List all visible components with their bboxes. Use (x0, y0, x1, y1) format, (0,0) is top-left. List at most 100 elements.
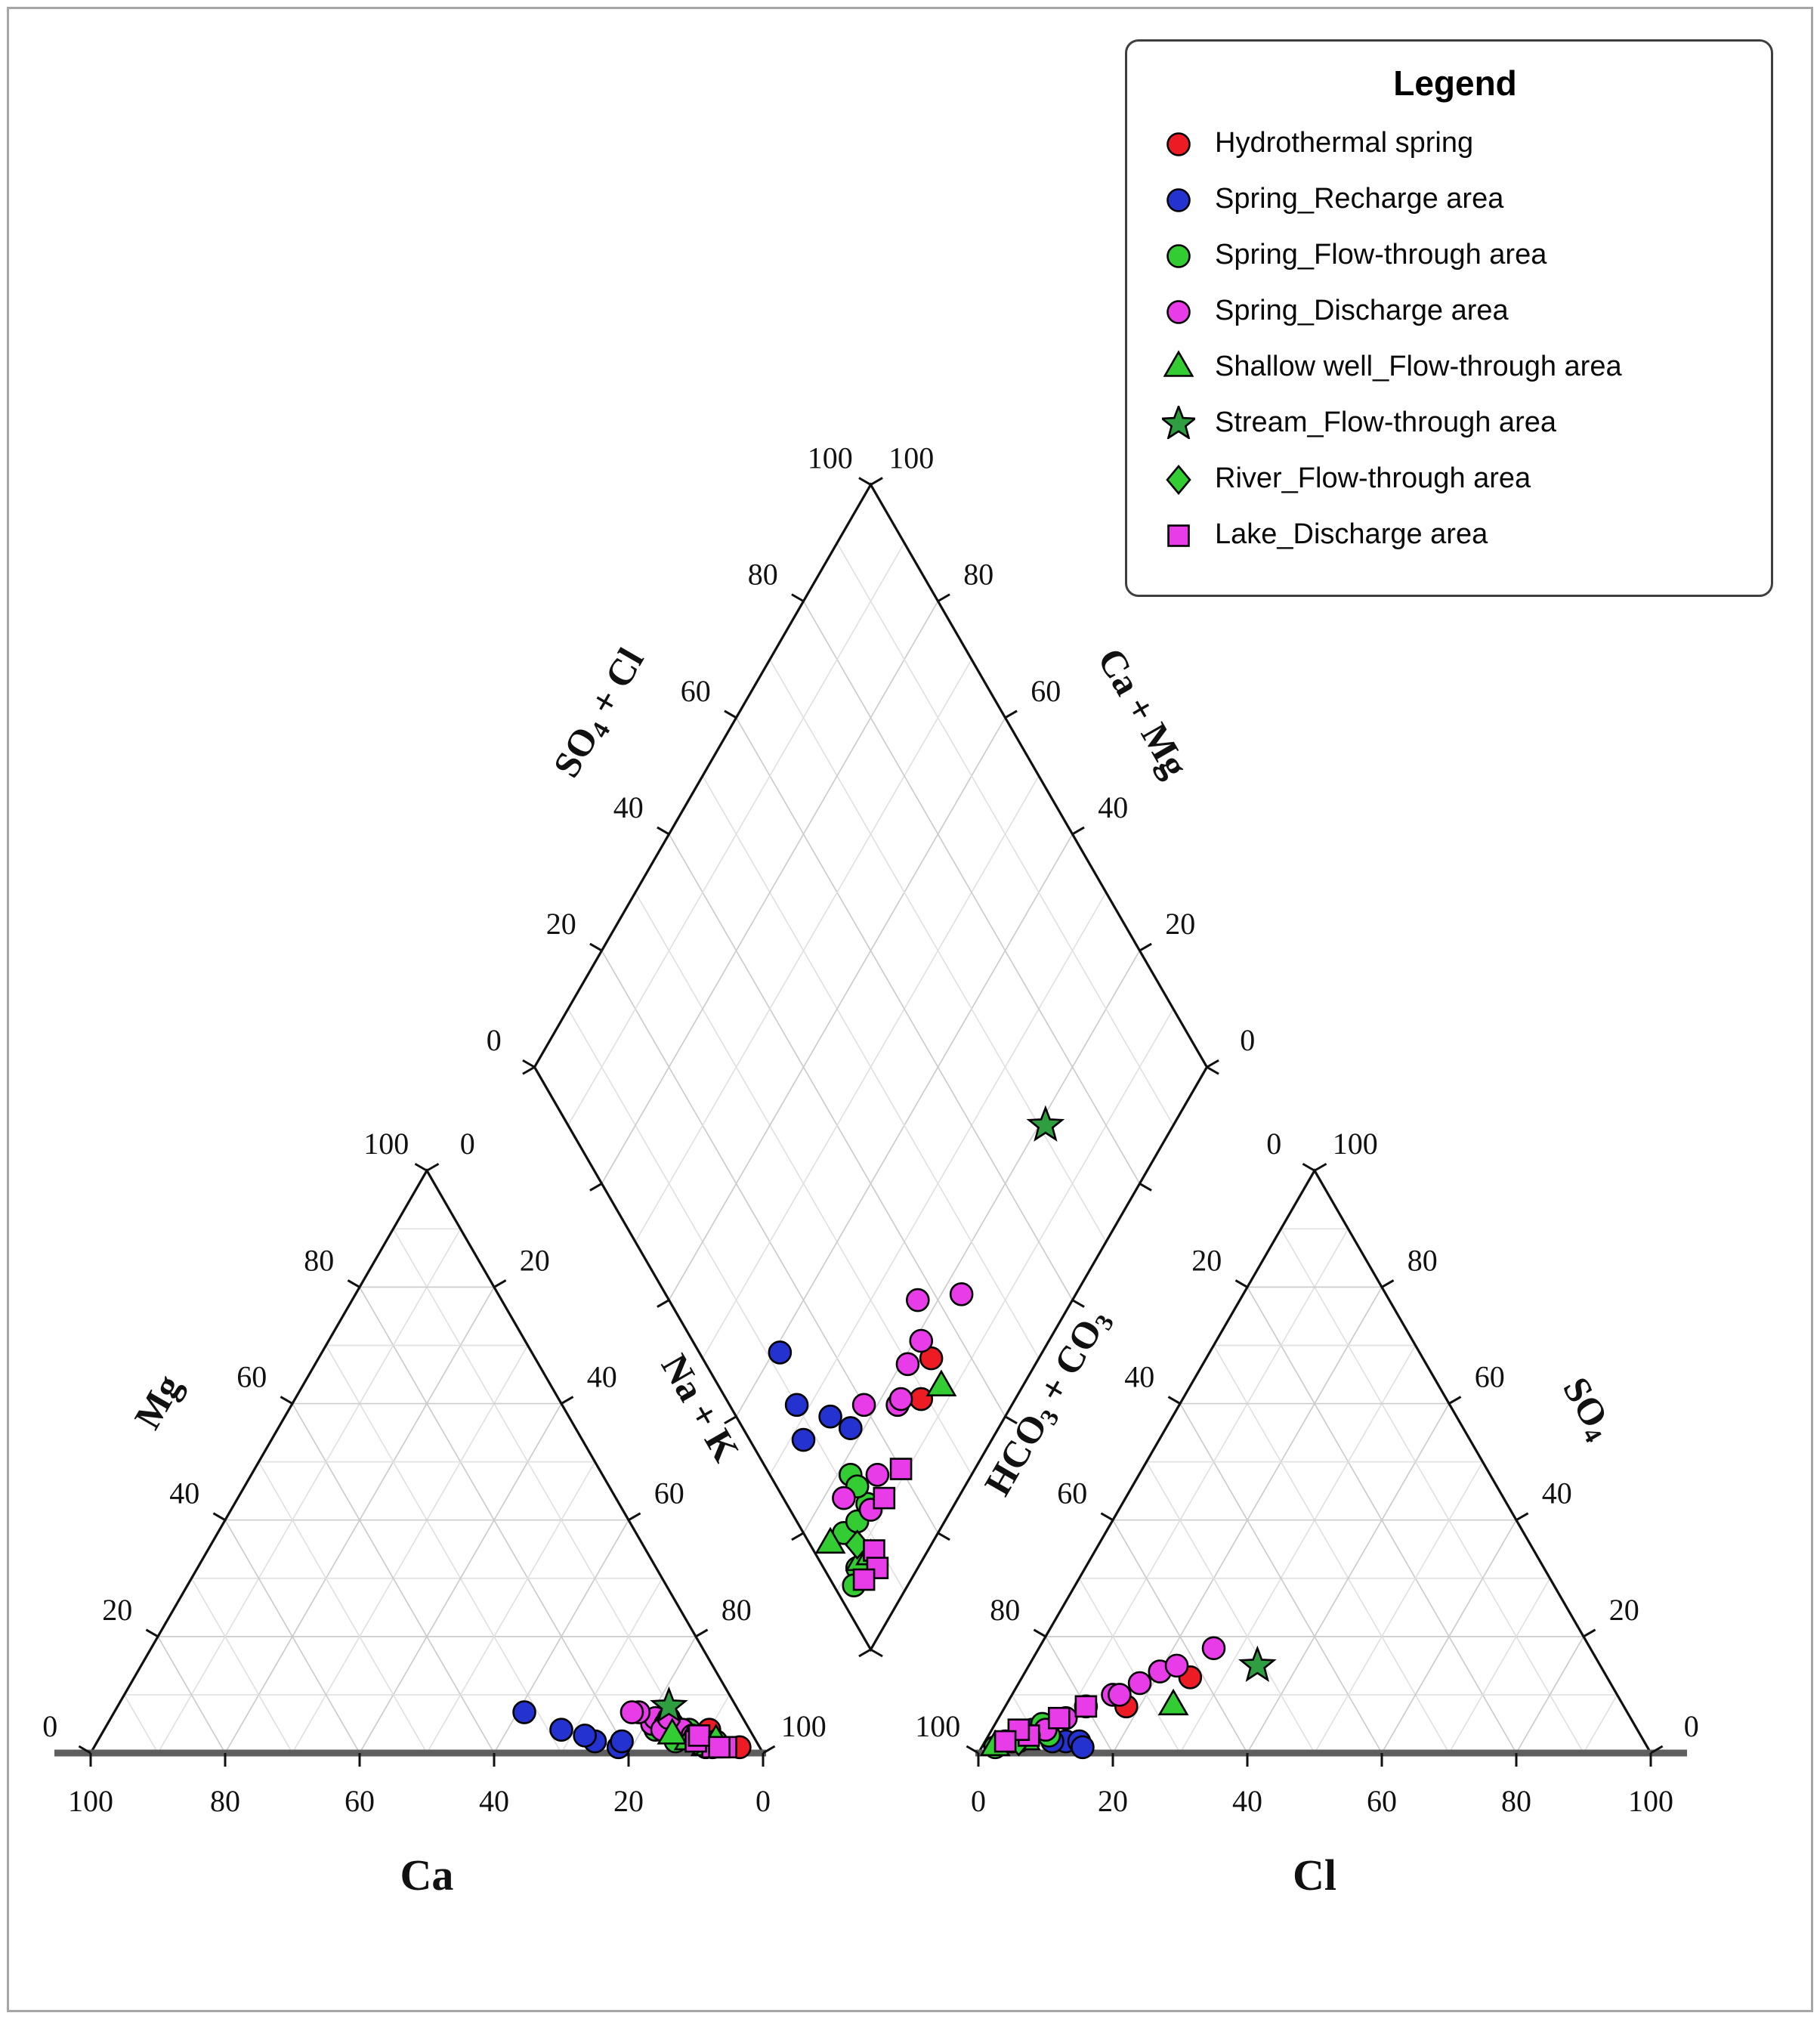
axis-text: 40 (1232, 1784, 1262, 1818)
data-point-square (889, 1458, 913, 1480)
legend-title: Legend (1393, 63, 1517, 103)
axis-text: 100 (363, 1127, 409, 1161)
axis-text: 80 (210, 1784, 240, 1818)
ticks-and-labels: 100 80 60 40 20 0 0 20 40 60 80 100 0 20 40 60 80 100 0 20 4… (42, 441, 1698, 1819)
legend-item-label: Spring_Flow-through area (1215, 238, 1547, 271)
axis-text: 20 (613, 1784, 644, 1818)
axis-text: 100 (68, 1784, 113, 1818)
data-point-circle (1164, 1653, 1189, 1678)
data-point-circle (784, 1393, 809, 1418)
axis-text: 20 (1191, 1244, 1222, 1278)
legend-marker-diamond-icon (1166, 464, 1191, 495)
data-point-circle (909, 1328, 934, 1353)
data-point-triangle (1163, 350, 1194, 377)
axis-text: 0 (1684, 1709, 1699, 1743)
axis-text: 20 (102, 1593, 132, 1627)
legend-item: Shallow well_Flow-through area (1162, 350, 1748, 383)
legend-item-label: Hydrothermal spring (1215, 126, 1474, 159)
legend-item: Spring_Flow-through area (1162, 238, 1748, 271)
axis-text: 60 (681, 674, 711, 708)
axis-text: 20 (1165, 907, 1195, 941)
axis-text: 40 (1098, 790, 1128, 824)
legend-marker-circle-icon (1166, 300, 1191, 324)
data-point-square (708, 1736, 731, 1759)
data-point-circle (851, 1393, 876, 1418)
legend-item: Spring_Discharge area (1162, 294, 1748, 327)
legend-items: Hydrothermal spring Spring_Recharge area S… (1162, 126, 1748, 551)
data-point-star (1162, 406, 1195, 439)
legend-marker-star-icon (1162, 406, 1195, 439)
data-point-square (1007, 1718, 1031, 1741)
axis-text: 100 (1333, 1127, 1378, 1161)
legend-item: Stream_Flow-through area (1162, 406, 1748, 439)
series-stream-flow-through-area (650, 1105, 1277, 1723)
data-point-star (1238, 1645, 1277, 1682)
axis-text: 100 (915, 1709, 960, 1743)
data-point-square (1167, 524, 1190, 547)
axis-text: Cl (1293, 1850, 1336, 1900)
data-point-star (650, 1686, 688, 1723)
axis-text: 0 (487, 1023, 502, 1057)
legend-item-label: Lake_Discharge area (1215, 518, 1488, 550)
axis-text: Mg (126, 1368, 190, 1436)
axis-text: 0 (42, 1709, 57, 1743)
data-point-star (1026, 1105, 1065, 1142)
data-point-circle (888, 1387, 913, 1411)
gridlines (123, 543, 1618, 1754)
axis-text: SO4 + Cl (545, 641, 654, 786)
axis-text: 0 (460, 1127, 475, 1161)
legend-item-label: Spring_Discharge area (1215, 294, 1509, 326)
axis-text: 0 (1266, 1127, 1281, 1161)
axis-text: 20 (546, 907, 576, 941)
axis-text: 20 (1609, 1593, 1639, 1627)
axis-text: 60 (1031, 674, 1061, 708)
data-point-circle (865, 1462, 890, 1487)
data-point-circle (949, 1282, 974, 1306)
data-point-circle (1071, 1735, 1095, 1760)
axis-text: 60 (345, 1784, 375, 1818)
data-point-circle (1166, 132, 1191, 156)
axis-text: SO4 (1552, 1370, 1623, 1447)
series-spring-recharge-area (512, 1340, 1095, 1760)
axis-text: 80 (722, 1593, 752, 1627)
data-point-diamond (1166, 464, 1191, 495)
data-point-circle (573, 1724, 597, 1748)
axis-text: 20 (1098, 1784, 1128, 1818)
legend-item: Spring_Recharge area (1162, 182, 1748, 215)
legend-item-label: River_Flow-through area (1215, 462, 1531, 494)
axis-text: 0 (1240, 1023, 1255, 1057)
axis-text: 80 (748, 558, 778, 592)
data-point-circle (839, 1416, 863, 1440)
data-point-circle (906, 1288, 930, 1313)
data-point-square (873, 1486, 896, 1510)
legend-item-label: Shallow well_Flow-through area (1215, 350, 1622, 382)
data-point-circle (1201, 1636, 1226, 1661)
data-point-circle (818, 1404, 842, 1429)
data-points (512, 1105, 1277, 1760)
axis-text: 40 (1542, 1476, 1572, 1510)
axis-text: 0 (756, 1784, 771, 1818)
data-point-square (993, 1730, 1017, 1753)
legend-marker-circle-icon (1166, 132, 1191, 156)
axis-text: 40 (169, 1476, 199, 1510)
legend-item: River_Flow-through area (1162, 462, 1748, 495)
legend-marker-triangle-icon (1163, 350, 1194, 377)
data-point-circle (1127, 1671, 1152, 1696)
data-point-triangle (657, 1718, 688, 1745)
axis-text: 80 (304, 1244, 334, 1278)
axis-text: 0 (971, 1784, 986, 1818)
data-point-triangle (925, 1369, 957, 1396)
axis-text: Ca (400, 1850, 454, 1900)
axis-text: 60 (1475, 1360, 1505, 1394)
data-point-square (1048, 1706, 1071, 1730)
data-point-square (852, 1568, 876, 1591)
data-point-circle (549, 1718, 573, 1742)
axis-text: 20 (520, 1244, 550, 1278)
axis-text: 80 (1407, 1244, 1438, 1278)
axis-text: 40 (479, 1784, 509, 1818)
axis-text: 60 (236, 1360, 267, 1394)
data-point-circle (1166, 244, 1191, 268)
data-point-circle (610, 1729, 634, 1754)
